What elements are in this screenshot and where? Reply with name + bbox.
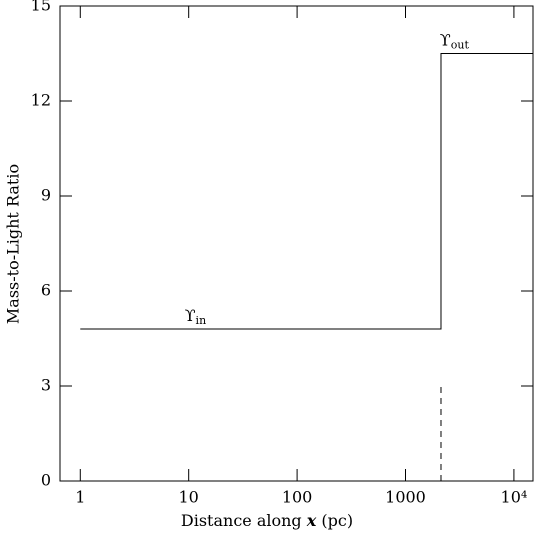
y-tick-label: 0 xyxy=(41,471,51,490)
x-tick-label: 1 xyxy=(75,488,85,507)
annotation: ϒout xyxy=(440,30,470,52)
annotation-symbol: ϒ xyxy=(440,30,451,49)
step-line xyxy=(80,53,533,330)
x-tick-label: 10⁴ xyxy=(501,488,528,507)
y-tick-label: 15 xyxy=(31,0,51,15)
y-tick-label: 6 xyxy=(41,281,51,300)
annotation-subscript: in xyxy=(196,314,207,327)
annotation-subscript: out xyxy=(451,39,470,52)
plot-frame xyxy=(59,5,534,482)
y-tick-label: 3 xyxy=(41,376,51,395)
y-axis-label: Mass-to-Light Ratio xyxy=(4,164,23,324)
x-tick-label: 10 xyxy=(179,488,199,507)
annotation: ϒin xyxy=(185,306,207,328)
x-axis-label: Distance along x (pc) xyxy=(181,511,353,530)
x-label-text: Distance along xyxy=(181,511,307,530)
x-tick-label: 100 xyxy=(282,488,313,507)
x-label-unit: (pc) xyxy=(316,511,353,530)
x-label-var: x xyxy=(306,511,317,530)
x-tick-label: 1000 xyxy=(385,488,426,507)
annotation-symbol: ϒ xyxy=(185,306,196,325)
y-tick-label: 12 xyxy=(31,91,51,110)
y-tick-label: 9 xyxy=(41,186,51,205)
